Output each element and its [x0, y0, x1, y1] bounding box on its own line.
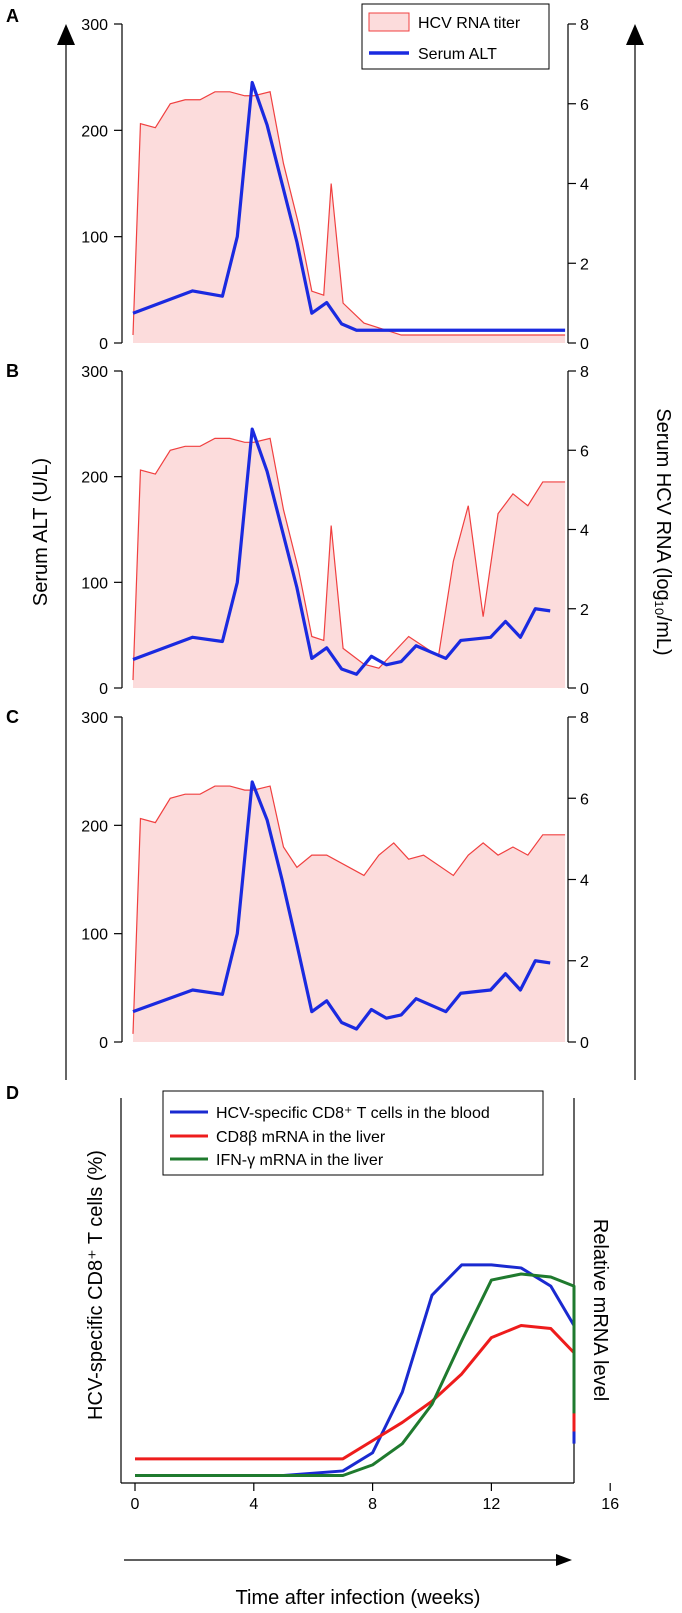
right-tick-label-b: 4 [580, 523, 589, 540]
right-tick-label-b: 0 [580, 681, 589, 698]
rna-area-a [133, 91, 566, 343]
left-tick-label-c: 200 [81, 818, 108, 835]
panel-b: B 0 100 200 300 0 2 4 6 8 [6, 361, 589, 698]
d-x-tick-label: 0 [131, 1496, 140, 1513]
alt-line-b [132, 427, 551, 676]
d-series-0 [135, 1263, 576, 1477]
x-axis-title: Time after infection (weeks) [236, 1587, 481, 1609]
right-tick-label-a: 6 [580, 97, 589, 114]
legend-d-label-1: CD8β mRNA in the liver [216, 1129, 386, 1146]
left-tick-label-c: 100 [81, 927, 108, 944]
right-tick-label-c: 4 [580, 873, 589, 890]
legend-alt-label: Serum ALT [418, 46, 497, 63]
rna-area-b [133, 438, 566, 688]
d-left-axis-title: HCV-specific CD8⁺ T cells (%) [85, 1150, 107, 1420]
d-x-tick-label: 8 [368, 1496, 377, 1513]
d-x-tick-label: 16 [601, 1496, 619, 1513]
d-x-tick-label: 4 [249, 1496, 258, 1513]
left-tick-label-a: 200 [81, 123, 108, 140]
left-tick-label-a: 100 [81, 230, 108, 247]
left-tick-label-b: 200 [81, 470, 108, 487]
d-x-tick-label: 12 [483, 1496, 501, 1513]
rna-line-a [132, 91, 566, 336]
alt-line-a [132, 80, 566, 332]
rna-line-b [132, 437, 566, 681]
d-series-2 [135, 1272, 576, 1477]
left-tick-label-b: 0 [99, 681, 108, 698]
legend-top: HCV RNA titer Serum ALT [361, 3, 550, 70]
left-tick-label-c: 0 [99, 1035, 108, 1052]
right-tick-label-b: 2 [580, 602, 589, 619]
panel-c: C 0 100 200 300 0 2 4 6 8 [6, 707, 589, 1052]
right-long-axis-arrowhead [626, 24, 644, 45]
d-right-axis-title: Relative mRNA level [589, 1219, 611, 1401]
panel-label-c: C [6, 707, 19, 727]
left-tick-label-b: 300 [81, 364, 108, 381]
legend-d: HCV-specific CD8⁺ T cells in the blood C… [162, 1090, 544, 1176]
left-tick-label-a: 300 [81, 17, 108, 34]
legend-rna-swatch [368, 12, 410, 32]
panel-a: A 0 100 200 300 0 2 4 6 8 [6, 6, 589, 353]
right-tick-label-b: 6 [580, 443, 589, 460]
panel-label-a: A [6, 6, 19, 26]
legend-d-label-2: IFN-γ mRNA in the liver [216, 1152, 384, 1169]
d-series-1 [135, 1324, 576, 1461]
legend-rna-label: HCV RNA titer [418, 15, 521, 32]
legend-d-box [162, 1090, 544, 1176]
right-tick-label-a: 2 [580, 256, 589, 273]
right-tick-label-a: 4 [580, 177, 589, 194]
panel-label-b: B [6, 361, 19, 381]
right-tick-label-a: 8 [580, 17, 589, 34]
legend-d-label-0: HCV-specific CD8⁺ T cells in the blood [216, 1105, 490, 1122]
right-tick-label-c: 0 [580, 1035, 589, 1052]
right-tick-label-b: 8 [580, 364, 589, 381]
x-axis-arrowhead [556, 1554, 572, 1566]
right-tick-label-a: 0 [580, 336, 589, 353]
rna-line-c [132, 785, 566, 1034]
right-tick-label-c: 6 [580, 791, 589, 808]
right-tick-label-c: 2 [580, 954, 589, 971]
left-long-axis-arrowhead [57, 24, 75, 45]
panel-d: D0481216202428 [6, 1083, 619, 1566]
left-axis-title: Serum ALT (U/L) [30, 458, 52, 606]
alt-line-c [132, 780, 551, 1031]
left-tick-label-a: 0 [99, 336, 108, 353]
left-tick-label-b: 100 [81, 575, 108, 592]
left-tick-label-c: 300 [81, 710, 108, 727]
rna-area-c [133, 786, 566, 1042]
right-axis-title: Serum HCV RNA (log₁₀/mL) [652, 408, 674, 655]
right-tick-label-c: 8 [580, 710, 589, 727]
panel-label-d: D [6, 1083, 19, 1103]
